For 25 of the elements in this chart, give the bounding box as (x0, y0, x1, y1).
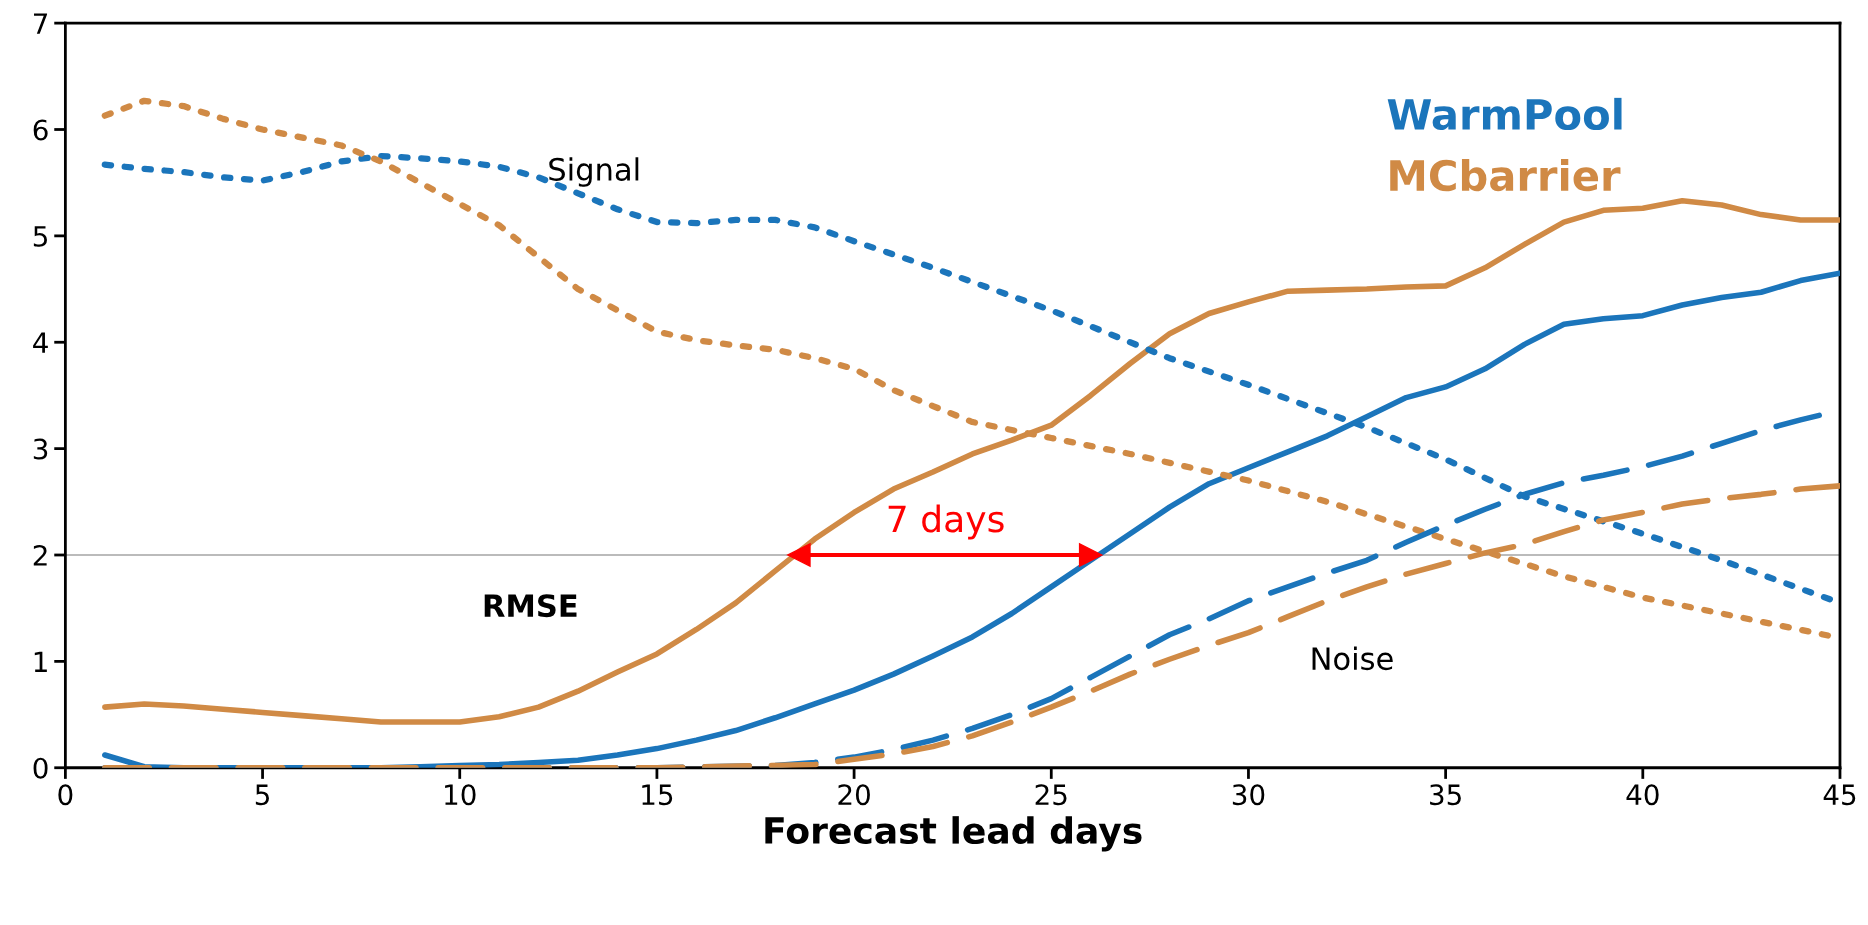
x-tick-label: 45 (1823, 784, 1856, 806)
x-axis-title: Forecast lead days (765, 816, 1142, 852)
y-tick-label: 4 (33, 332, 48, 353)
y-tick-label: 6 (33, 119, 48, 141)
annotation: RMSE (484, 594, 577, 618)
x-tick-label: 40 (1626, 784, 1659, 806)
y-tick-label: 7 (34, 13, 48, 34)
x-tick-label: 25 (1035, 784, 1067, 806)
x-tick-label: 20 (838, 784, 870, 806)
x-tick-label: 30 (1232, 784, 1265, 806)
text: WarmPool (1387, 97, 1622, 131)
x-tick-label: 5 (255, 784, 269, 806)
x-tick-label: 0 (58, 784, 73, 806)
annotation: Signal (549, 157, 639, 187)
y-tick-label: 0 (33, 757, 48, 779)
y-tick-label: 3 (33, 438, 48, 460)
x-tick-label: 35 (1430, 784, 1461, 806)
annotation: Noise (1312, 646, 1393, 671)
annotation: 7 days (888, 504, 1004, 540)
x-tick-label: 10 (445, 784, 476, 806)
y-tick-label: 5 (33, 226, 47, 247)
y-tick-label: 1 (34, 651, 47, 672)
x-tick-label: 15 (642, 784, 673, 806)
y-tick-label: 2 (33, 544, 47, 566)
series-label: MCbarrier (1390, 159, 1621, 192)
